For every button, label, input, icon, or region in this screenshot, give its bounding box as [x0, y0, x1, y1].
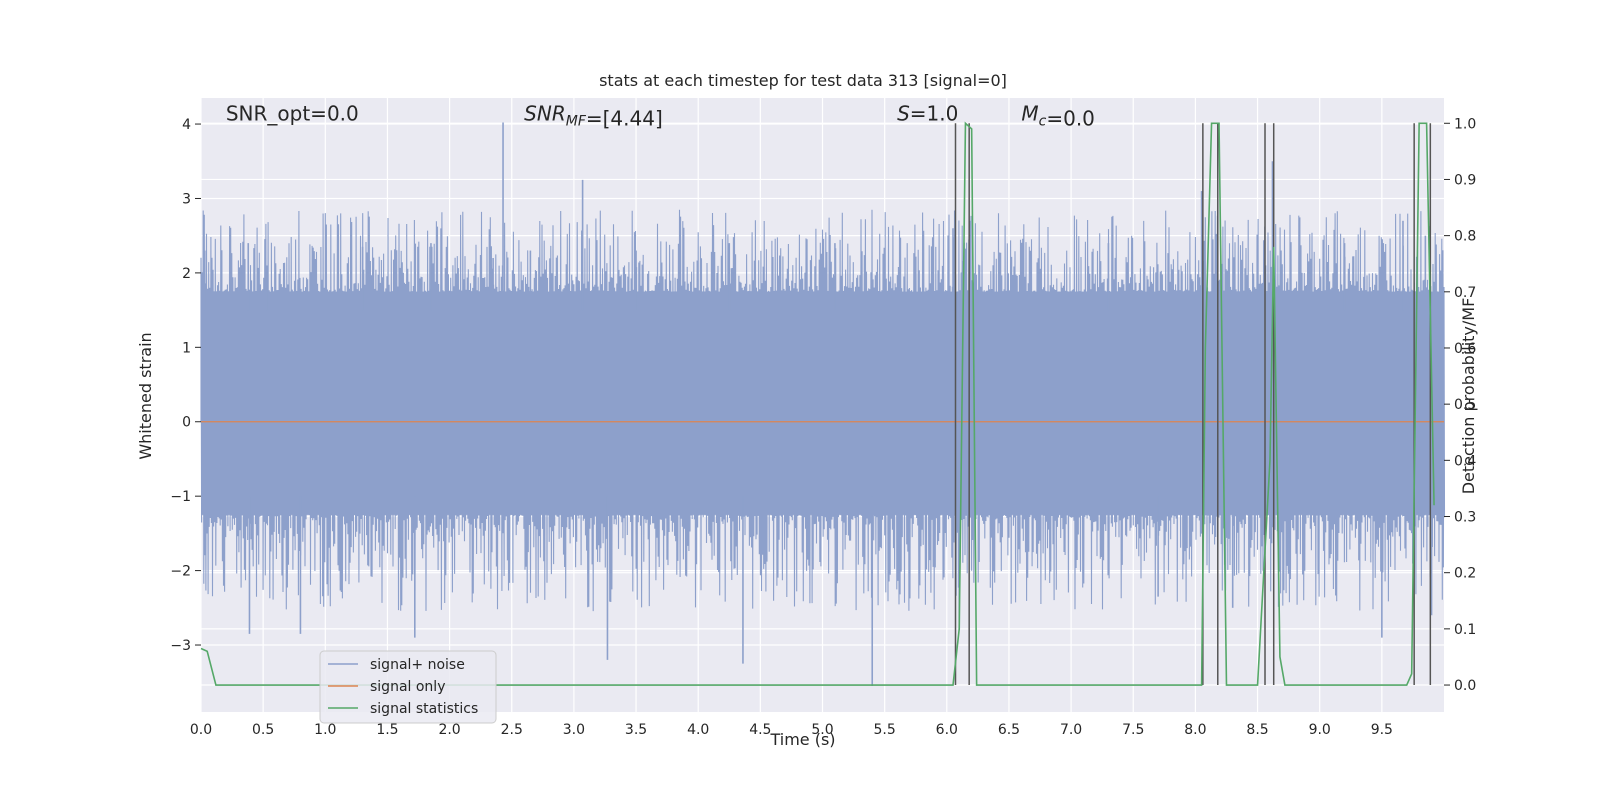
y-axis-label: Whitened strain	[136, 332, 155, 459]
legend-label-signal-only: signal only	[370, 679, 445, 695]
annotation-snr-opt: SNR_opt=0.0	[226, 101, 359, 125]
x-tick-label: 5.5	[874, 722, 896, 738]
y2-tick-label: 0.9	[1454, 172, 1476, 188]
y2-tick-label: 0.3	[1454, 510, 1476, 526]
x-tick-label: 3.0	[563, 722, 585, 738]
x-tick-label: 6.5	[998, 722, 1020, 738]
y-tick-label: −1	[170, 489, 191, 505]
y-tick-label: 0	[182, 415, 191, 431]
y2-tick-label: 0.8	[1454, 229, 1476, 245]
y-tick-label: 2	[182, 266, 191, 282]
y-axis-ticks: −3 −2 −1 0 1 2 3 4	[170, 117, 201, 654]
y-tick-label: −3	[170, 638, 191, 654]
annotation-snr-mf: SNRMF=[4.44]	[524, 101, 663, 130]
series-signal-statistics	[200, 121, 1435, 686]
y2-tick-label: 0.7	[1454, 285, 1476, 301]
annotation-s-val: S=1.0	[897, 101, 958, 125]
y-tick-label: 1	[182, 340, 191, 356]
legend: signal+ noise signal only signal statist…	[319, 650, 497, 724]
y2-tick-label: 0.1	[1454, 622, 1476, 638]
y2-axis-label: Detection probability/MF	[1459, 298, 1478, 495]
x-tick-label: 0.0	[190, 722, 212, 738]
x-axis-label: Time (s)	[769, 730, 835, 749]
annotations: SNR_opt=0.0 SNRMF=[4.44] S=1.0 Mc=0.0	[226, 101, 1095, 130]
x-tick-label: 7.0	[1060, 722, 1082, 738]
y2-tick-label: 1.0	[1454, 116, 1476, 132]
annotation-mc-val: Mc=0.0	[1021, 101, 1095, 130]
x-tick-label: 7.5	[1122, 722, 1144, 738]
signal-statistics-line	[200, 121, 1435, 686]
x-tick-label: 2.0	[438, 722, 460, 738]
x-tick-label: 9.0	[1309, 722, 1331, 738]
x-tick-label: 4.0	[687, 722, 709, 738]
x-tick-label: 5.0	[811, 722, 833, 738]
y-tick-label: −2	[170, 564, 191, 580]
chart-title: stats at each timestep for test data 313…	[599, 71, 1007, 90]
y2-tick-label: 0.4	[1454, 453, 1476, 469]
x-tick-label: 2.5	[501, 722, 523, 738]
y2-tick-label: 0.2	[1454, 566, 1476, 582]
x-tick-label: 6.0	[936, 722, 958, 738]
x-tick-label: 3.5	[625, 722, 647, 738]
y2-axis-ticks: 0.0 0.1 0.2 0.3 0.4 0.5 0.6 0.7 0.8 0.9 1.0	[1444, 116, 1476, 694]
legend-label-signal-statistics: signal statistics	[370, 701, 478, 717]
series-signal-plus-noise	[200, 122, 1446, 686]
x-tick-label: 9.5	[1371, 722, 1393, 738]
x-tick-label: 8.5	[1246, 722, 1268, 738]
x-tick-label: 4.5	[749, 722, 771, 738]
x-axis-ticks: 0.0 0.5 1.0 1.5 2.0 2.5 3.0 3.5 4.0 4.5 5.0 5.5 6.0 6…	[190, 722, 1393, 738]
x-tick-label: 8.0	[1184, 722, 1206, 738]
y2-tick-label: 0.6	[1454, 341, 1476, 357]
y2-tick-label: 0.0	[1454, 678, 1476, 694]
x-tick-label: 1.5	[376, 722, 398, 738]
y-tick-label: 4	[182, 117, 191, 133]
y2-tick-label: 0.5	[1454, 397, 1476, 413]
x-tick-label: 0.5	[252, 722, 274, 738]
x-tick-label: 1.0	[314, 722, 336, 738]
noise-trace	[200, 209, 1446, 612]
y-tick-label: 3	[182, 191, 191, 207]
legend-box	[319, 650, 497, 724]
legend-label-signal-plus-noise: signal+ noise	[370, 657, 465, 673]
